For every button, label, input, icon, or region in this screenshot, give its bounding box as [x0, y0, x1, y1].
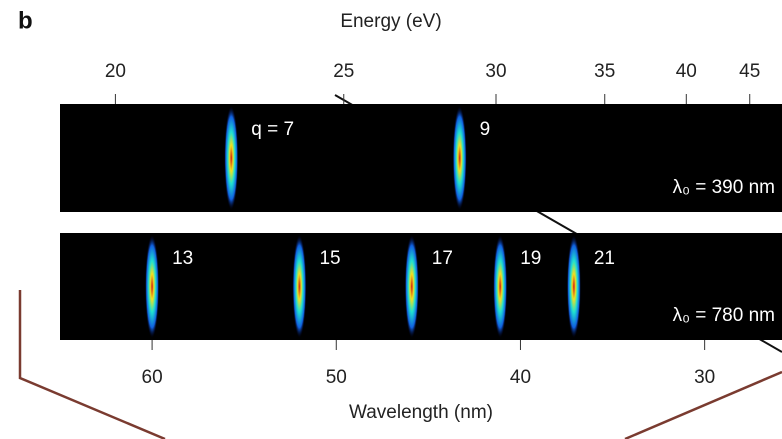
x-tick-label: 50	[326, 367, 347, 388]
wavelength-label: λ₀ = 780 nm	[673, 305, 775, 326]
harmonic-peak	[567, 235, 581, 338]
top-tick-label: 25	[333, 61, 354, 82]
x-axis-title: Wavelength (nm)	[349, 402, 493, 423]
wavelength-label: λ₀ = 390 nm	[673, 177, 775, 198]
x-tick-label: 40	[510, 367, 531, 388]
harmonic-label: 9	[480, 119, 491, 140]
figure: b Energy (eV) Wavelength (nm) q = 7 9 λ₀ =…	[0, 0, 782, 439]
harmonic-peak	[145, 235, 159, 338]
harmonic-peak	[405, 235, 419, 338]
top-tick-label: 35	[594, 61, 615, 82]
top-tick-label: 30	[485, 61, 506, 82]
harmonic-label: 21	[594, 248, 615, 269]
harmonic-peak	[453, 106, 467, 210]
top-tick-label: 40	[676, 61, 697, 82]
harmonic-peak	[292, 235, 306, 338]
top-tick-label: 20	[105, 61, 126, 82]
harmonic-label: 19	[520, 248, 541, 269]
harmonic-label: 13	[172, 248, 193, 269]
panel-label: b	[18, 7, 33, 34]
plot-area: q = 7 9 λ₀ = 390 nm 13 15 17 19 21 λ₀ = 780 nm 60…	[60, 61, 782, 388]
harmonic-label: q = 7	[251, 119, 294, 140]
harmonic-peak	[224, 106, 238, 210]
x-tick-label: 60	[142, 367, 163, 388]
harmonic-label: 17	[432, 248, 453, 269]
top-tick-label: 45	[739, 61, 760, 82]
x-tick-label: 30	[694, 367, 715, 388]
harmonic-peak	[493, 235, 507, 338]
top-axis-title: Energy (eV)	[340, 11, 441, 32]
harmonic-label: 15	[319, 248, 340, 269]
